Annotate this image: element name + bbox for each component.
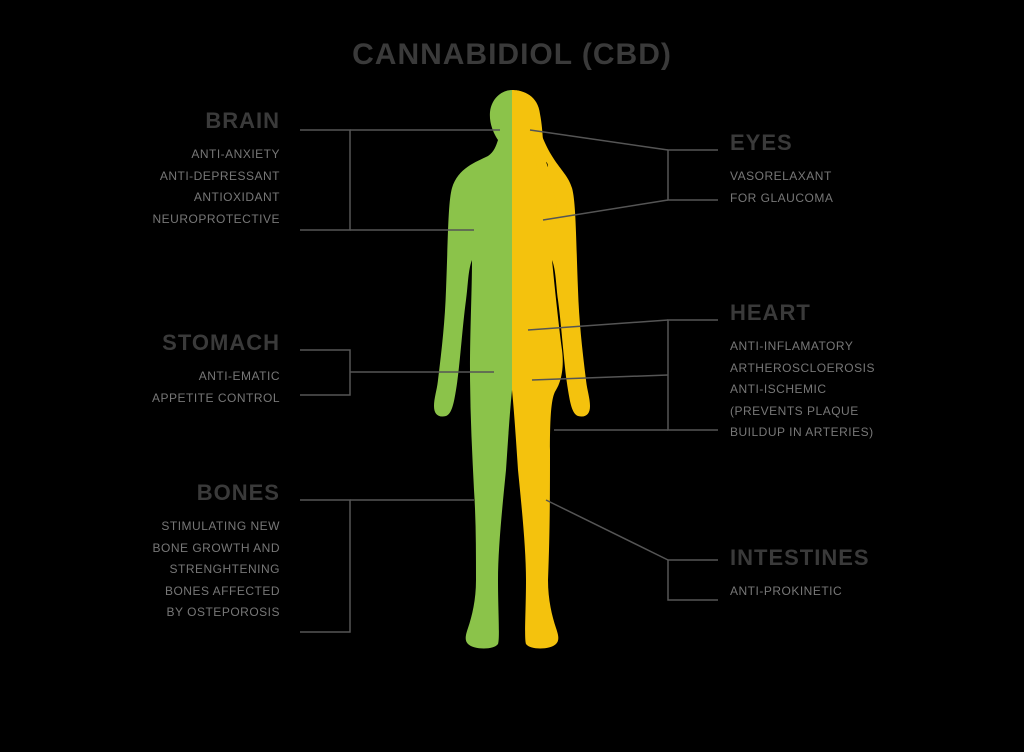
section-item: STRENGHTENING [80, 559, 280, 581]
section-item: ANTI-INFLAMATORY [730, 336, 950, 358]
section-brain-title: BRAIN [80, 108, 280, 134]
section-intestines: INTESTINES ANTI-PROKINETIC [730, 545, 950, 603]
section-item: ANTI-ISCHEMIC [730, 379, 950, 401]
section-item: BONE GROWTH AND [80, 538, 280, 560]
section-item: BY OSTEPOROSIS [80, 602, 280, 624]
section-heart: HEART ANTI-INFLAMATORY ARTHEROSCLOEROSIS… [730, 300, 950, 444]
section-item: FOR GLAUCOMA [730, 188, 950, 210]
section-item: ANTIOXIDANT [80, 187, 280, 209]
section-item: ARTHEROSCLOEROSIS [730, 358, 950, 380]
section-item: APPETITE CONTROL [80, 388, 280, 410]
section-stomach-title: STOMACH [80, 330, 280, 356]
section-item: ANTI-PROKINETIC [730, 581, 950, 603]
section-eyes: EYES VASORELAXANT FOR GLAUCOMA [730, 130, 950, 209]
section-item: STIMULATING NEW [80, 516, 280, 538]
section-heart-title: HEART [730, 300, 950, 326]
section-stomach: STOMACH ANTI-EMATIC APPETITE CONTROL [80, 330, 280, 409]
section-brain: BRAIN ANTI-ANXIETY ANTI-DEPRESSANT ANTIO… [80, 108, 280, 230]
section-item: ANTI-ANXIETY [80, 144, 280, 166]
section-item: ANTI-EMATIC [80, 366, 280, 388]
section-item: BUILDUP IN ARTERIES) [730, 422, 950, 444]
section-item: (PREVENTS PLAQUE [730, 401, 950, 423]
section-bones-title: BONES [80, 480, 280, 506]
section-intestines-title: INTESTINES [730, 545, 950, 571]
section-item: NEUROPROTECTIVE [80, 209, 280, 231]
infographic-canvas: CANNABIDIOL (CBD) BRAIN ANTI-ANXIETY ANT… [0, 0, 1024, 752]
section-item: ANTI-DEPRESSANT [80, 166, 280, 188]
section-eyes-title: EYES [730, 130, 950, 156]
section-item: VASORELAXANT [730, 166, 950, 188]
section-bones: BONES STIMULATING NEW BONE GROWTH AND ST… [80, 480, 280, 624]
section-item: BONES AFFECTED [80, 581, 280, 603]
